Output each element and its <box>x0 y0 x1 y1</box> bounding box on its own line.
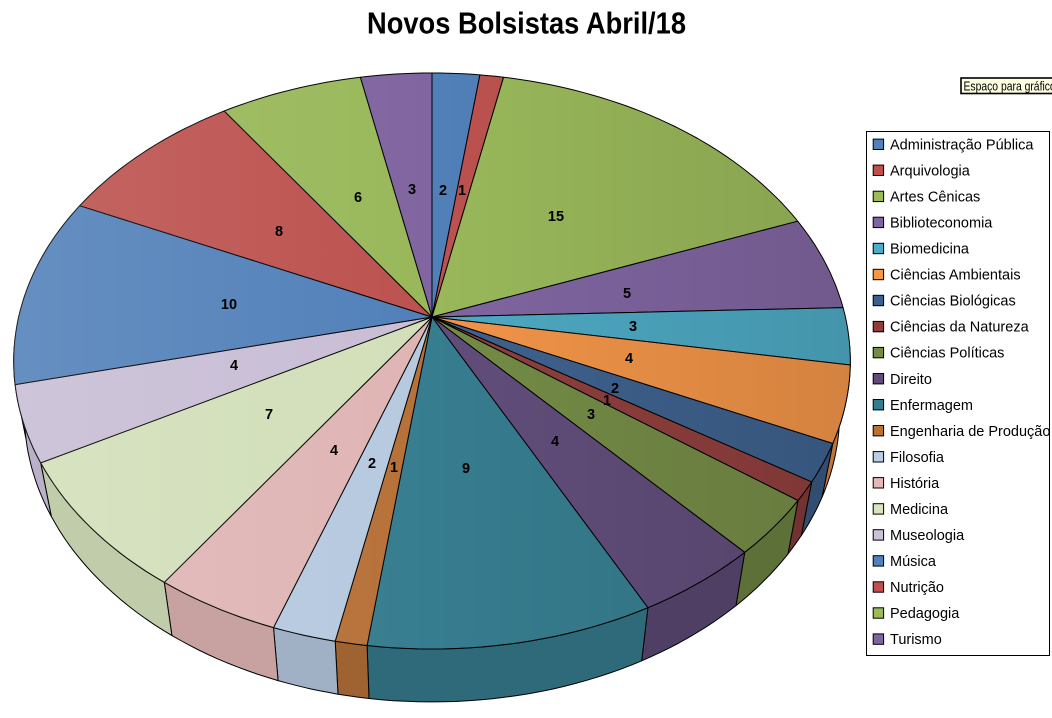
svg-text:Espaço para gráfico: Espaço para gráfico <box>964 79 1052 94</box>
svg-text:Museologia: Museologia <box>890 528 965 544</box>
svg-text:Nutrição: Nutrição <box>890 580 944 596</box>
svg-text:3: 3 <box>587 407 595 423</box>
svg-text:Filosofia: Filosofia <box>890 450 945 466</box>
svg-text:5: 5 <box>623 286 631 302</box>
svg-text:Biomedicina: Biomedicina <box>890 242 970 258</box>
svg-text:4: 4 <box>625 351 633 367</box>
svg-text:4: 4 <box>330 443 338 459</box>
svg-text:15: 15 <box>548 209 564 225</box>
svg-text:6: 6 <box>354 190 362 206</box>
svg-text:7: 7 <box>265 407 273 423</box>
svg-text:9: 9 <box>462 461 470 477</box>
svg-text:Turismo: Turismo <box>890 632 942 648</box>
svg-text:3: 3 <box>629 319 637 335</box>
svg-text:História: História <box>890 476 940 492</box>
svg-text:Ciências Biológicas: Ciências Biológicas <box>890 294 1016 310</box>
svg-text:1: 1 <box>603 393 611 409</box>
svg-text:2: 2 <box>611 381 619 397</box>
svg-text:1: 1 <box>458 183 466 199</box>
svg-text:Arquivologia: Arquivologia <box>890 163 971 179</box>
svg-text:Medicina: Medicina <box>890 502 949 518</box>
svg-text:1: 1 <box>390 460 398 476</box>
svg-text:2: 2 <box>439 183 447 199</box>
svg-text:2: 2 <box>368 456 376 472</box>
svg-text:10: 10 <box>221 297 237 313</box>
svg-text:Pedagogia: Pedagogia <box>890 606 960 622</box>
svg-text:Ciências Ambientais: Ciências Ambientais <box>890 268 1021 284</box>
svg-text:4: 4 <box>551 434 559 450</box>
svg-text:8: 8 <box>275 224 283 240</box>
svg-text:Enfermagem: Enfermagem <box>890 398 973 414</box>
svg-text:Biblioteconomia: Biblioteconomia <box>890 216 993 232</box>
svg-text:Direito: Direito <box>890 372 932 388</box>
svg-text:Novos Bolsistas Abril/18: Novos Bolsistas Abril/18 <box>367 6 686 41</box>
svg-text:Engenharia de Produção: Engenharia de Produção <box>890 424 1050 440</box>
svg-text:Ciências Políticas: Ciências Políticas <box>890 346 1004 362</box>
svg-text:4: 4 <box>230 358 238 374</box>
svg-text:Ciências da Natureza: Ciências da Natureza <box>890 320 1030 336</box>
svg-text:Administração Pública: Administração Pública <box>890 137 1034 153</box>
svg-text:Artes Cênicas: Artes Cênicas <box>890 190 980 206</box>
svg-text:3: 3 <box>408 182 416 198</box>
svg-text:Música: Música <box>890 554 937 570</box>
